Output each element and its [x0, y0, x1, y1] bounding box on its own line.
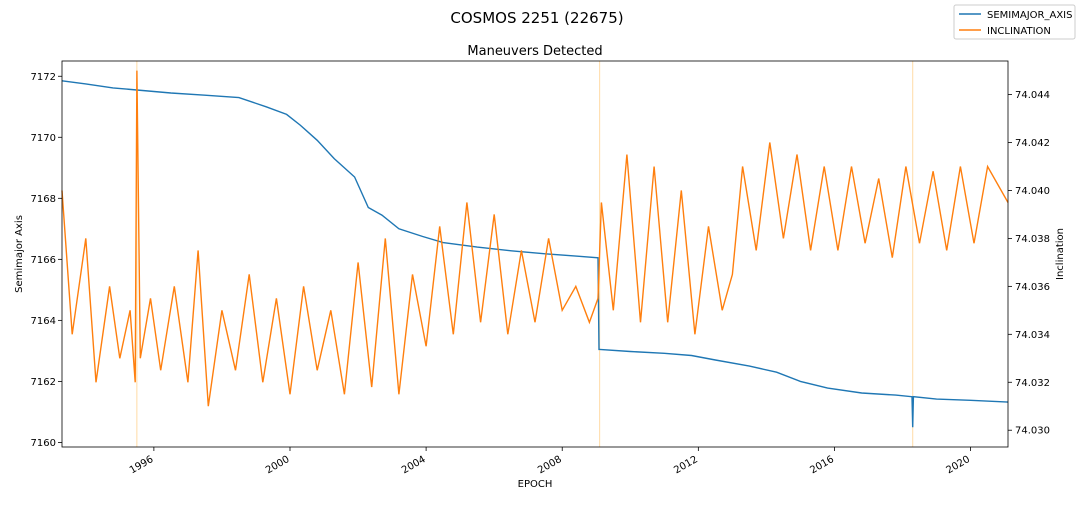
right-tick-label: 74.040: [1015, 186, 1050, 197]
right-tick-label: 74.044: [1015, 90, 1050, 101]
right-tick-label: 74.030: [1015, 426, 1050, 437]
left-tick-label: 7170: [31, 133, 56, 144]
chart-title: Maneuvers Detected: [467, 44, 602, 59]
right-tick-label: 74.042: [1015, 138, 1050, 149]
x-axis-label: EPOCH: [518, 479, 553, 490]
x-tick-label: 2008: [536, 454, 564, 476]
legend: SEMIMAJOR_AXIS INCLINATION: [953, 4, 1076, 40]
right-tick-label: 74.038: [1015, 234, 1050, 245]
plot-area: 1996 2000 2004 2008 2012 2016 2020 7160 7162 7164…: [31, 60, 1050, 476]
right-axis-label: Inclination: [1055, 228, 1066, 280]
left-tick-label: 7160: [31, 438, 56, 449]
chart-suptitle: COSMOS 2251 (22675): [450, 9, 623, 27]
right-tick-label: 74.034: [1015, 330, 1050, 341]
legend-label-semimajor: SEMIMAJOR_AXIS: [987, 10, 1072, 21]
plot-frame: [61, 60, 1009, 448]
x-tick-label: 2004: [400, 454, 428, 476]
left-axis-label: Semimajor Axis: [14, 215, 25, 293]
x-tick-label: 2012: [672, 454, 700, 476]
x-tick-label: 1996: [128, 454, 156, 476]
legend-label-inclination: INCLINATION: [987, 26, 1051, 37]
left-tick-label: 7172: [31, 72, 56, 83]
left-tick-label: 7162: [31, 377, 56, 388]
x-tick-label: 2016: [808, 454, 836, 476]
left-tick-label: 7164: [31, 316, 56, 327]
left-tick-label: 7166: [31, 255, 56, 266]
x-tick-label: 2020: [945, 454, 973, 476]
left-tick-label: 7168: [31, 194, 56, 205]
series-line-inclination: [61, 70, 1009, 407]
series-line-semimajor-axis: [61, 80, 1009, 428]
x-tick-label: 2000: [264, 454, 292, 476]
right-tick-label: 74.036: [1015, 282, 1050, 293]
right-tick-label: 74.032: [1015, 378, 1050, 389]
legend-frame: [953, 4, 1076, 40]
